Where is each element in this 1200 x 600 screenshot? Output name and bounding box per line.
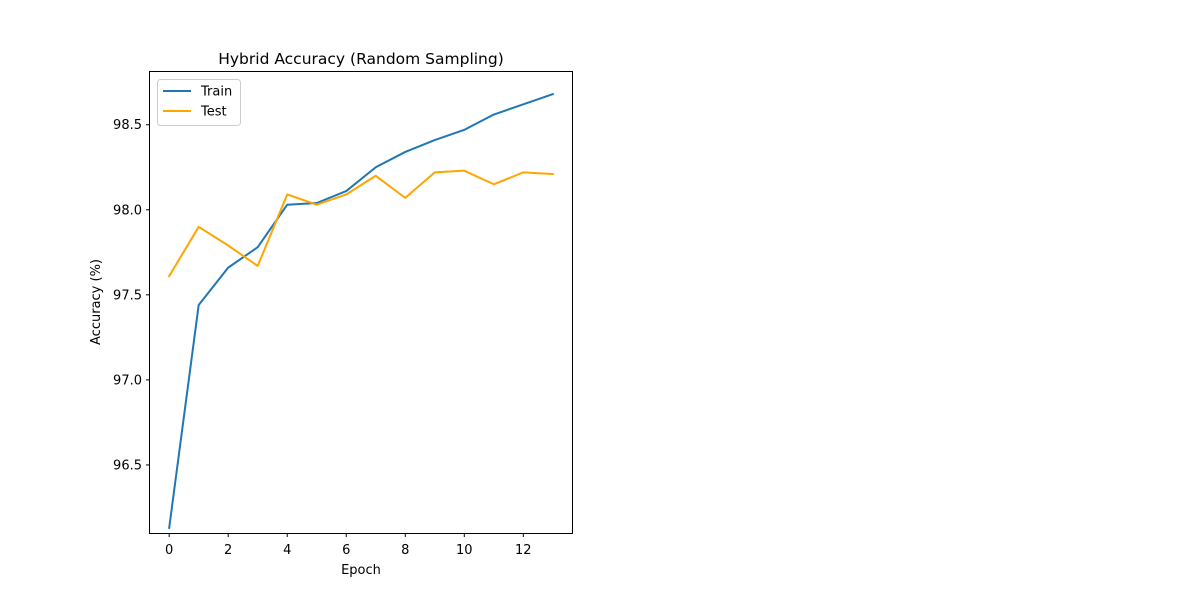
chart-title: Hybrid Accuracy (Random Sampling) [218,50,504,68]
x-tick-label: 6 [342,543,350,558]
x-tick-label: 10 [456,543,473,558]
y-tick-label: 96.5 [113,458,142,473]
x-tick-label: 12 [515,543,532,558]
y-tick-label: 97.5 [113,288,142,303]
x-tick-label: 4 [283,543,291,558]
x-tick-label: 2 [224,543,232,558]
y-tick-label: 98.5 [113,118,142,133]
plot-frame [149,71,573,534]
x-axis-ticks: 0 2 4 6 8 10 12 [165,533,532,558]
y-axis-ticks: 96.5 97.0 97.5 98.0 98.5 [113,118,150,473]
x-tick-label: 0 [165,543,173,558]
x-tick-label: 8 [401,543,409,558]
plot-marks [167,92,555,530]
y-axis-label: Accuracy (%) [89,259,104,345]
series-line-test [167,169,554,278]
y-tick-label: 98.0 [113,203,142,218]
legend-label-train: Train [200,85,232,100]
series-line-train [168,92,555,530]
legend-label-test: Test [200,105,227,120]
y-tick-label: 97.0 [113,373,142,388]
x-axis-label: Epoch [341,563,381,578]
legend: Train Test [157,79,241,126]
